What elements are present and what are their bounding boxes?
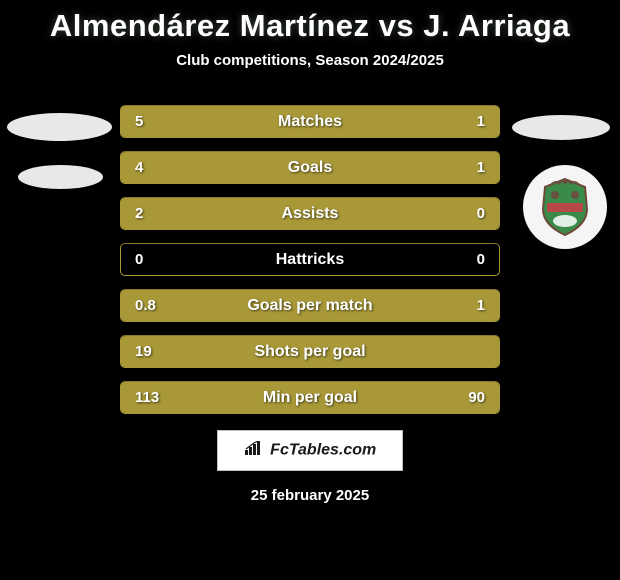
- stat-label: Shots per goal: [201, 343, 419, 361]
- stat-label: Hattricks: [201, 251, 419, 269]
- stat-value-right: 90: [419, 389, 499, 406]
- stats-area: 5Matches14Goals12Assists00Hattricks00.8G…: [0, 105, 620, 414]
- stat-label: Matches: [201, 113, 419, 131]
- stat-value-left: 0: [121, 251, 201, 268]
- stats-rows: 5Matches14Goals12Assists00Hattricks00.8G…: [120, 105, 500, 414]
- stat-value-left: 5: [121, 113, 201, 130]
- footer: FcTables.com 25 february 2025: [0, 430, 620, 504]
- stat-value-left: 0.8: [121, 297, 201, 314]
- stat-value-left: 2: [121, 205, 201, 222]
- stat-value-right: 1: [419, 159, 499, 176]
- source-logo: FcTables.com: [217, 430, 404, 471]
- stat-row: 113Min per goal90: [120, 381, 500, 414]
- stat-value-left: 4: [121, 159, 201, 176]
- stat-row: 19Shots per goal: [120, 335, 500, 368]
- stat-row: 2Assists0: [120, 197, 500, 230]
- stat-value-left: 113: [121, 389, 201, 406]
- chart-icon: [244, 441, 262, 460]
- player1-logo-placeholder-2: [18, 165, 103, 189]
- stat-label: Assists: [201, 205, 419, 223]
- stat-value-right: 0: [419, 251, 499, 268]
- stat-label: Min per goal: [201, 389, 419, 407]
- stat-row: 4Goals1: [120, 151, 500, 184]
- stat-value-right: 1: [419, 113, 499, 130]
- stat-row: 0.8Goals per match1: [120, 289, 500, 322]
- page-title: Almendárez Martínez vs J. Arriaga: [0, 8, 620, 44]
- player2-logo-placeholder-1: [512, 115, 610, 140]
- club-shield-icon: [531, 173, 599, 241]
- page-subtitle: Club competitions, Season 2024/2025: [0, 52, 620, 69]
- stat-label: Goals per match: [201, 297, 419, 315]
- stat-value-right: 0: [419, 205, 499, 222]
- player1-logo-placeholder-1: [7, 113, 112, 141]
- comparison-infographic: Almendárez Martínez vs J. Arriaga Club c…: [0, 0, 620, 580]
- stat-value-left: 19: [121, 343, 201, 360]
- stat-label: Goals: [201, 159, 419, 177]
- date-label: 25 february 2025: [0, 487, 620, 504]
- stat-row: 5Matches1: [120, 105, 500, 138]
- player2-club-badge: [523, 165, 607, 249]
- stat-row: 0Hattricks0: [120, 243, 500, 276]
- stat-value-right: 1: [419, 297, 499, 314]
- source-logo-text: FcTables.com: [270, 442, 376, 459]
